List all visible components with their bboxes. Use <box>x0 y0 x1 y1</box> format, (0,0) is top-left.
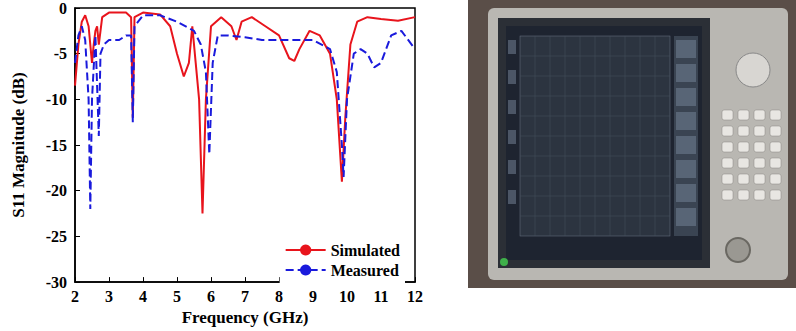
svg-text:-5: -5 <box>54 45 67 62</box>
svg-text:-20: -20 <box>46 182 67 199</box>
svg-text:-25: -25 <box>46 228 67 245</box>
svg-text:2: 2 <box>71 288 79 305</box>
svg-text:10: 10 <box>339 288 355 305</box>
svg-text:11: 11 <box>373 288 388 305</box>
svg-text:8: 8 <box>275 288 283 305</box>
svg-text:-10: -10 <box>46 91 67 108</box>
svg-text:0: 0 <box>59 0 67 17</box>
svg-text:Measured: Measured <box>331 262 399 279</box>
svg-text:7: 7 <box>241 288 249 305</box>
svg-text:4: 4 <box>139 288 147 305</box>
svg-text:-15: -15 <box>46 137 67 154</box>
svg-text:6: 6 <box>207 288 215 305</box>
svg-text:12: 12 <box>407 288 423 305</box>
svg-text:5: 5 <box>173 288 181 305</box>
svg-text:3: 3 <box>105 288 113 305</box>
svg-text:Simulated: Simulated <box>331 242 400 259</box>
svg-text:9: 9 <box>309 288 317 305</box>
svg-text:Frequency (GHz): Frequency (GHz) <box>182 308 309 327</box>
svg-text:S11 Magnitude (dB): S11 Magnitude (dB) <box>9 72 28 217</box>
svg-text:-30: -30 <box>46 274 67 291</box>
